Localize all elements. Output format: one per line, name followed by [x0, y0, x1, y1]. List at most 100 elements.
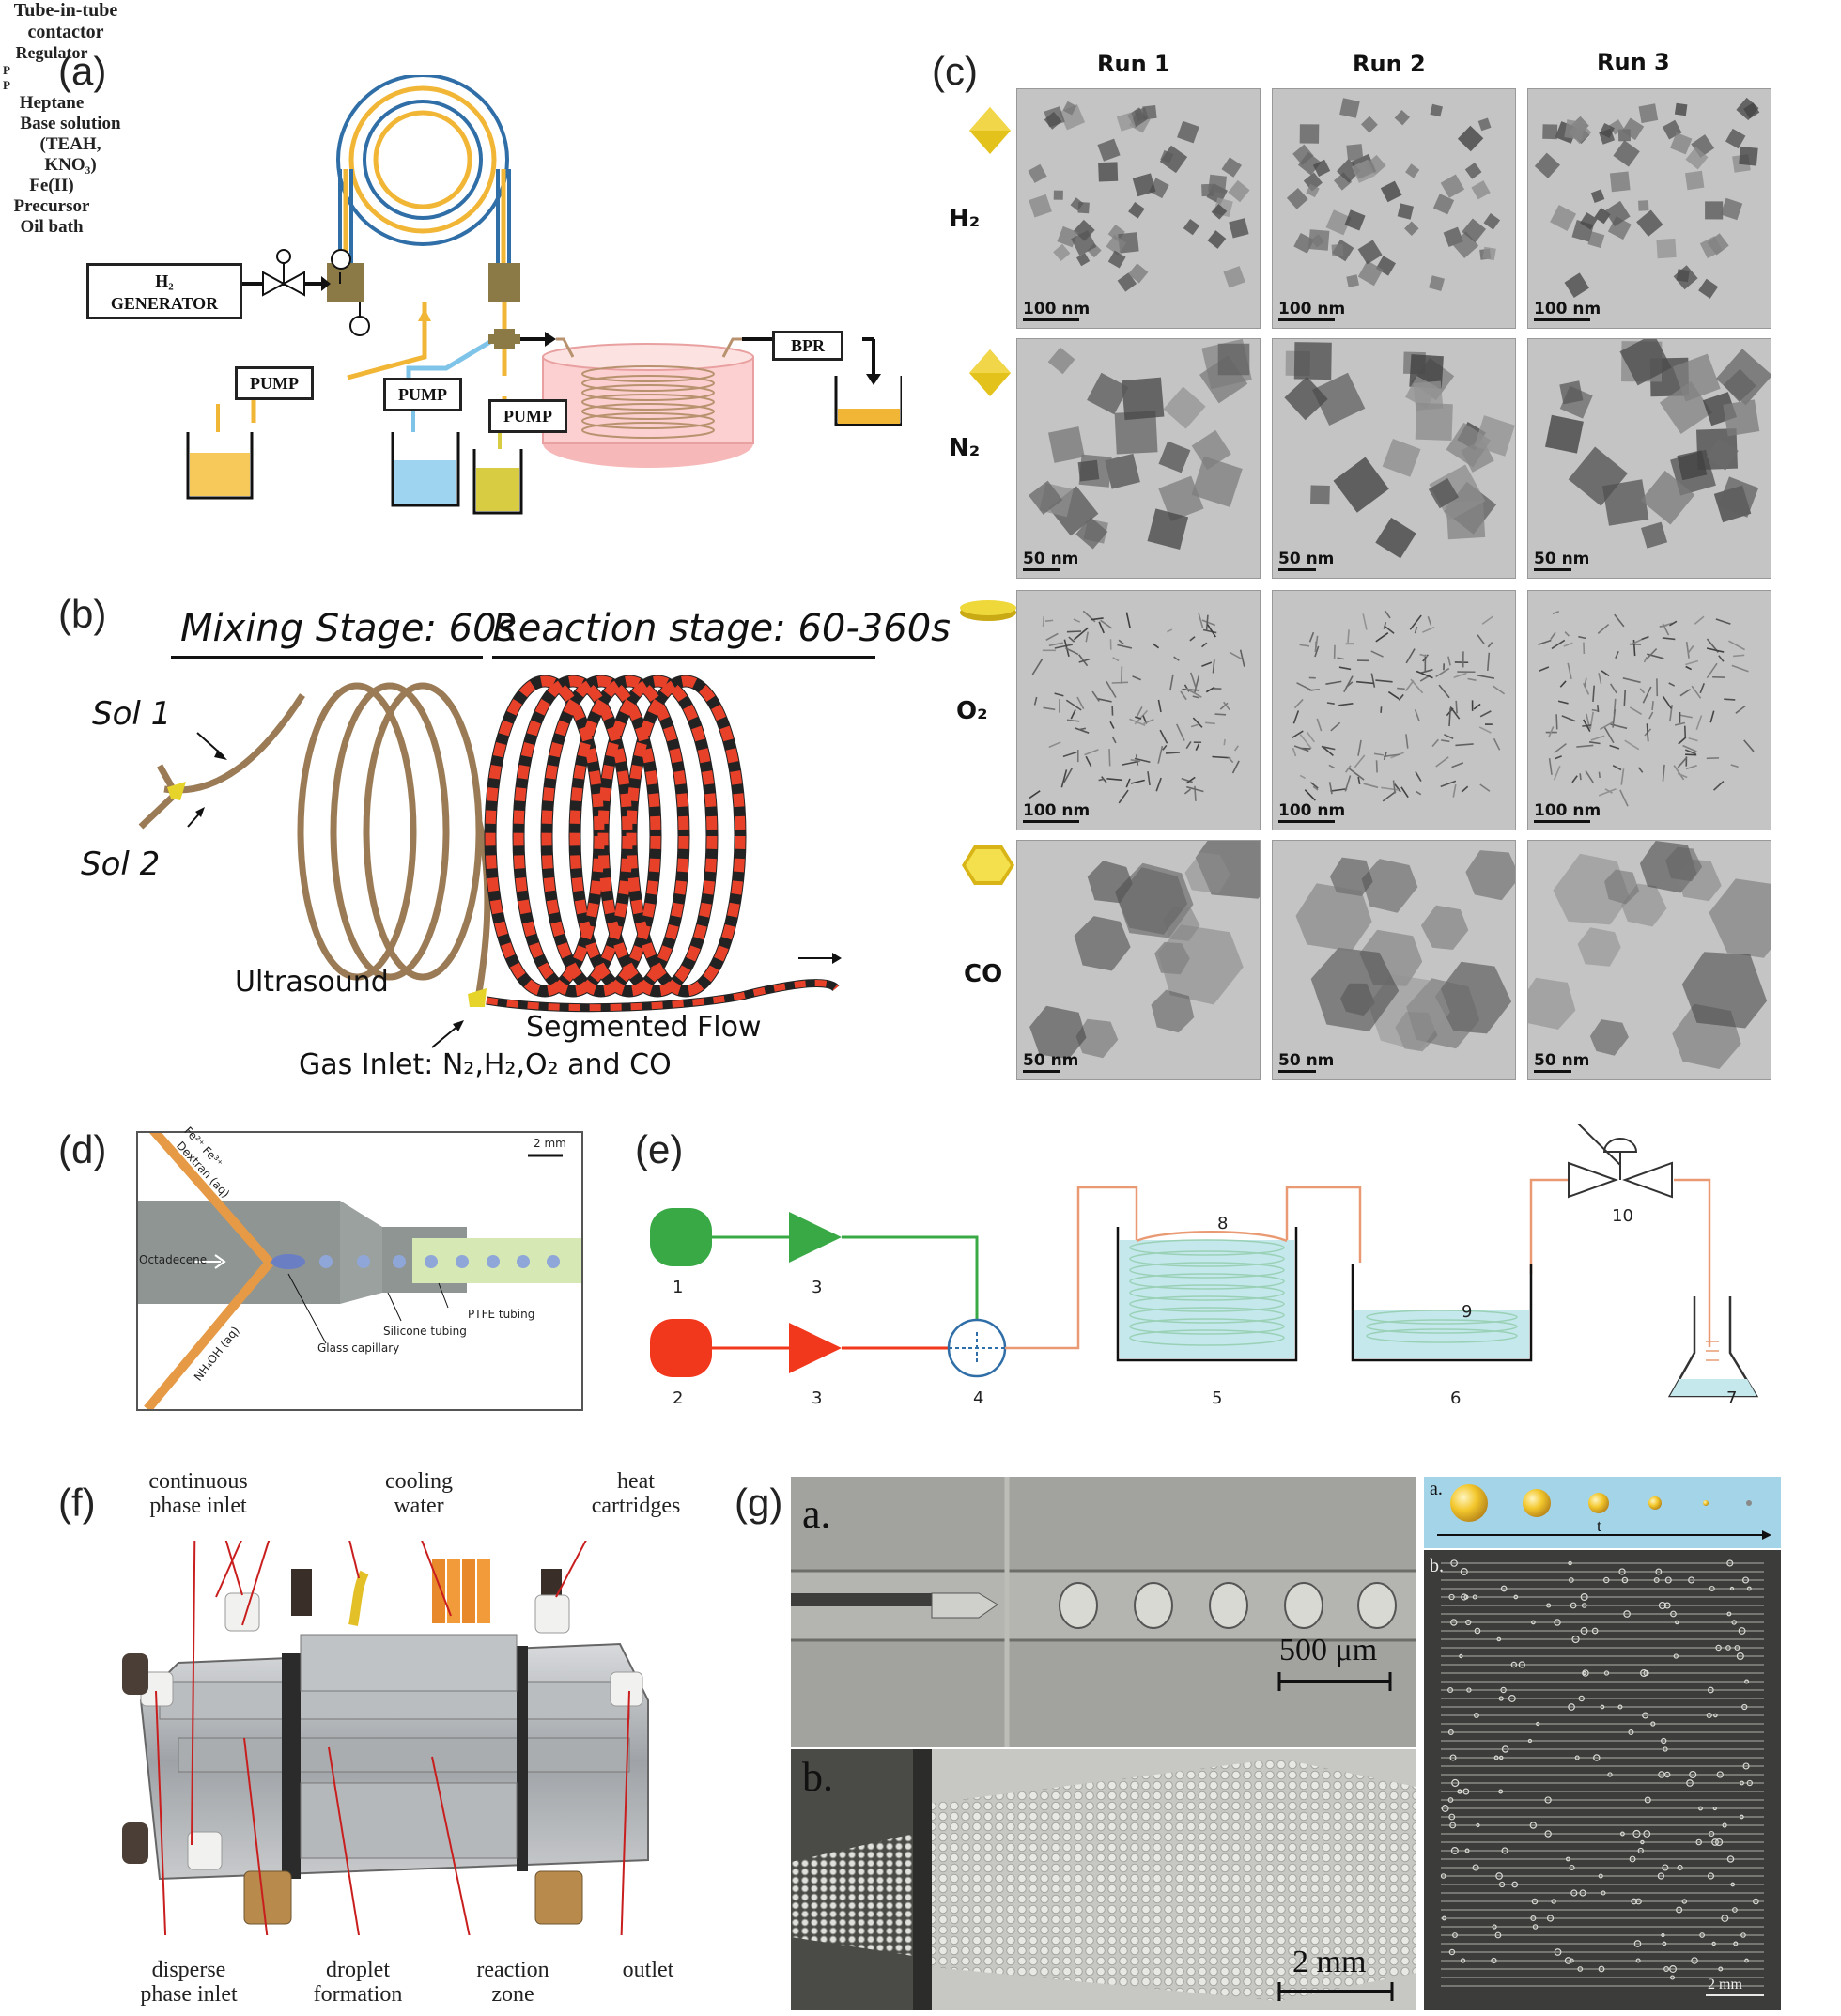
f-reaction-label: reaction zone [476, 1958, 549, 2007]
droplet-mark [1476, 1822, 1480, 1828]
panel-label-g: (g) [735, 1481, 783, 1525]
e-label-10: 10 [1612, 1206, 1633, 1226]
nanoparticle [1060, 769, 1068, 788]
droplet-mark [1653, 1577, 1660, 1583]
nanoparticle [1125, 612, 1131, 628]
nanoparticle [1601, 479, 1649, 526]
nanoparticle [1158, 475, 1204, 521]
nanoparticle [1604, 869, 1640, 905]
droplet-mark [1500, 1585, 1508, 1592]
nanoparticle [1648, 711, 1654, 720]
nanoparticle [1483, 213, 1501, 230]
nanoparticle [1028, 163, 1047, 183]
nanoparticle [1598, 673, 1602, 684]
nanoparticle [1550, 205, 1577, 231]
droplet-mark [1661, 1932, 1665, 1938]
f-droplet-label: droplet formation [313, 1958, 403, 2007]
droplet-mark [1688, 1576, 1695, 1584]
nanoparticle [1357, 739, 1362, 756]
nanoparticle [1493, 685, 1506, 695]
nanoparticle [1414, 626, 1418, 634]
nanoparticle [1528, 977, 1576, 1030]
nanoparticle [1398, 693, 1404, 701]
droplet-mark [1603, 1670, 1610, 1676]
nanoparticle [1346, 144, 1364, 162]
droplet-mark [1498, 1696, 1504, 1701]
nanoparticle [1296, 682, 1313, 692]
h2-generator-box: H₂ GENERATOR [86, 263, 242, 319]
nanoparticle [1662, 695, 1673, 709]
droplet-mark [1662, 1941, 1667, 1946]
nanoparticle [1292, 710, 1300, 724]
droplet-mark [1564, 1957, 1572, 1964]
f-outlet-label: outlet [622, 1958, 674, 1982]
nanoparticle [1325, 209, 1352, 236]
nanoparticle [1375, 517, 1416, 559]
nanoparticle [1108, 749, 1111, 767]
nanoparticle [1306, 183, 1320, 198]
droplet-mark [1500, 1686, 1507, 1694]
nanoparticle [1084, 749, 1099, 756]
droplet-mark [1447, 1729, 1454, 1735]
nanoparticle [1571, 775, 1578, 783]
droplet-mark [1457, 1789, 1462, 1794]
nanoparticle [1647, 653, 1664, 659]
nanoparticle [1185, 688, 1202, 698]
f-cooling-label: cooling water [385, 1469, 453, 1518]
nanoparticle [1316, 718, 1323, 732]
nanoparticle [1065, 699, 1082, 711]
nanoparticle [1097, 698, 1112, 703]
p-gauge-label-1: P [3, 63, 10, 77]
droplet-mark [1441, 1805, 1449, 1812]
nanoparticle [1053, 190, 1063, 200]
nanoparticle [1229, 651, 1243, 659]
droplet-mark [1580, 1593, 1588, 1601]
nanoparticle [1394, 110, 1410, 126]
tem-scale-label: 100 nm [1534, 300, 1601, 318]
nanoparticle [1176, 723, 1185, 741]
nanoparticle [1725, 128, 1746, 149]
heptane-label: Heptane [19, 93, 85, 113]
droplet-mark [1642, 1712, 1649, 1719]
droplet-mark [1628, 1729, 1634, 1736]
nanoparticle [1457, 125, 1484, 152]
droplet-mark [1741, 1576, 1750, 1584]
nanoparticle [1674, 721, 1686, 726]
nanoparticle [1185, 741, 1192, 750]
nanoparticle [1615, 650, 1619, 659]
tem-image: 100 nm [1527, 590, 1771, 830]
nanoparticle [1640, 470, 1695, 525]
nanoparticle [1585, 770, 1594, 783]
nanoparticle [1053, 243, 1071, 261]
droplet-mark [1730, 1882, 1736, 1887]
droplet-mark [1448, 1813, 1456, 1821]
panel-label-b: (b) [58, 592, 107, 636]
nanoparticle [1063, 768, 1073, 783]
nanoparticle [1553, 765, 1561, 781]
droplet-mark [1670, 1610, 1677, 1618]
nanoparticle [1477, 634, 1485, 645]
droplet-mark [1661, 1737, 1667, 1745]
nanoparticle [1705, 201, 1724, 220]
droplet-mark [1447, 1686, 1454, 1694]
droplet-mark [1675, 1620, 1679, 1625]
tem-scale-bar [1023, 820, 1079, 823]
nanoparticle [1189, 636, 1196, 642]
droplet-mark [1664, 1576, 1672, 1584]
nanoparticle [1075, 727, 1090, 734]
e-label-2: 2 [673, 1388, 684, 1408]
nanoparticle [1715, 618, 1731, 625]
nanoparticle [1580, 212, 1598, 230]
nanoparticle [1656, 238, 1677, 259]
droplet-mark [1669, 1965, 1678, 1973]
nanoparticle [1344, 775, 1352, 792]
panel-d-octadecene-label: Octadecene [139, 1253, 208, 1266]
nanoparticle [1117, 867, 1188, 935]
nanoparticle [1567, 662, 1572, 679]
panel-d-silicone-label: Silicone tubing [383, 1325, 467, 1338]
nanoparticle [1404, 680, 1415, 691]
nanoparticle [1128, 202, 1145, 219]
nanoparticle [1048, 426, 1085, 463]
nanoparticle [1106, 777, 1122, 782]
nanoparticle [1087, 372, 1129, 415]
